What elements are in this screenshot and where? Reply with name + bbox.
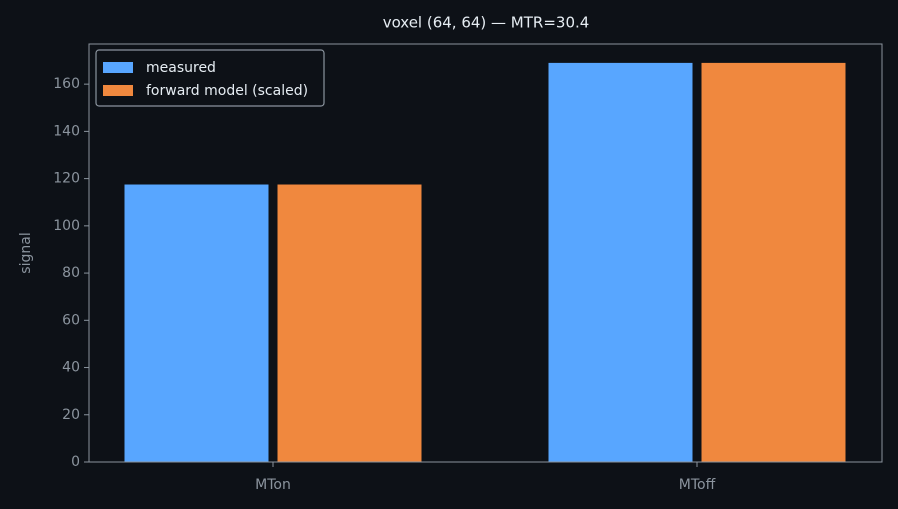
y-axis-label: signal — [18, 232, 34, 273]
legend-swatch — [103, 62, 133, 73]
legend: measured forward model (scaled) — [95, 49, 325, 107]
y-tick-label: 60 — [62, 312, 80, 328]
bar — [548, 62, 693, 463]
bar — [701, 62, 846, 463]
legend-label: measured — [146, 60, 216, 76]
legend-swatch — [103, 85, 133, 96]
y-tick-label: 40 — [62, 360, 80, 376]
bar — [124, 184, 269, 462]
plot-frame — [88, 43, 883, 463]
y-tick-label: 80 — [62, 265, 80, 281]
y-tick-label: 120 — [53, 171, 80, 187]
y-tick-label: 160 — [53, 76, 80, 92]
y-tick-label: 100 — [53, 218, 80, 234]
x-tick-label: MToff — [679, 477, 716, 493]
x-tick-label: MTon — [255, 477, 291, 493]
y-tick-label: 140 — [53, 123, 80, 139]
bar — [277, 184, 422, 462]
y-tick-label: 0 — [71, 454, 80, 470]
chart-title: voxel (64, 64) — MTR=30.4 — [383, 14, 590, 32]
y-tick-label: 20 — [62, 407, 80, 423]
legend-label: forward model (scaled) — [146, 83, 308, 99]
legend-frame — [95, 49, 325, 107]
